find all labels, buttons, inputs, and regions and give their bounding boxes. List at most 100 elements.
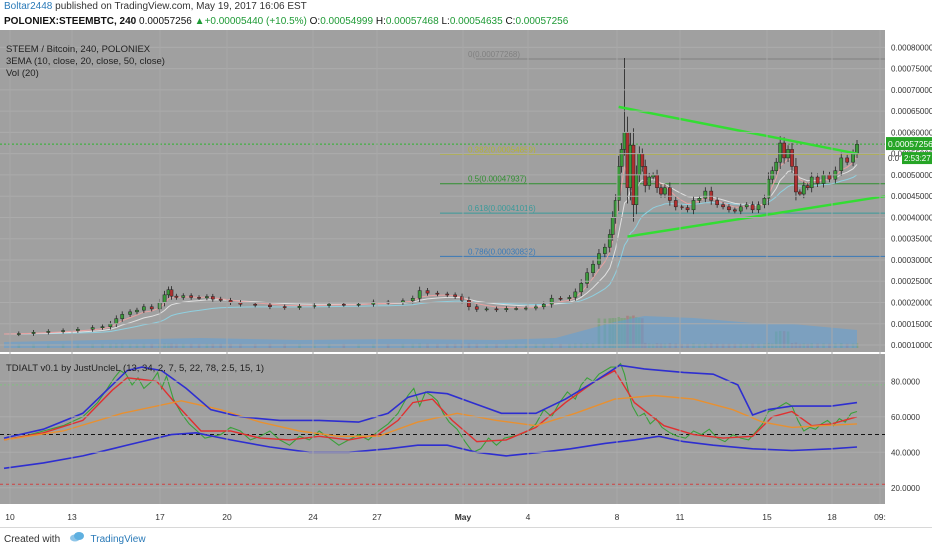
candle-body <box>445 293 450 296</box>
candle-body <box>218 298 223 301</box>
fib-level-label: 0.5(0.00047937) <box>468 175 527 184</box>
candle-body <box>76 329 80 331</box>
candle-body <box>805 185 810 188</box>
candle-body <box>494 308 499 311</box>
time-axis[interactable] <box>0 507 885 527</box>
candle-body <box>169 289 174 297</box>
price-tick-label: 0.00045000 <box>891 192 932 201</box>
time-tick-label: 10 <box>5 512 15 522</box>
candle-body <box>640 153 645 167</box>
candle-body <box>410 297 415 302</box>
chart-canvas[interactable]: 0(0.00077268) 0.382(0.00054859) 0.5(0.0004… <box>0 30 932 527</box>
low-label: L: <box>441 16 450 27</box>
candle-body <box>619 149 624 167</box>
tradingview-brand[interactable]: TradingView <box>90 534 146 546</box>
candle-body <box>851 153 855 163</box>
candle-body <box>655 174 659 188</box>
price-axis[interactable] <box>885 30 932 507</box>
low-value: 0.00054635 <box>449 16 503 27</box>
candle-body <box>61 330 65 332</box>
candle-body <box>778 142 783 163</box>
close-value: 0.00057256 <box>515 16 569 27</box>
candle-body <box>534 306 538 309</box>
time-tick-label: 27 <box>372 512 382 522</box>
fib-level-label: 0.382(0.00054859) <box>468 145 536 154</box>
time-tick-label: 24 <box>308 512 318 522</box>
candle-body <box>205 296 209 299</box>
candle-body <box>597 253 601 265</box>
candle-body <box>774 161 779 171</box>
time-tick-label: 11 <box>676 512 685 522</box>
candle-body <box>181 295 186 298</box>
candle-body <box>114 318 119 325</box>
candle-body <box>591 263 595 273</box>
candle-body <box>673 200 678 208</box>
last-price: 0.00057256 <box>139 16 192 27</box>
candle-body <box>253 303 258 306</box>
indicator-pane[interactable] <box>0 354 885 504</box>
candle-body <box>821 174 826 184</box>
last-price-tag <box>886 137 932 151</box>
tradingview-cloud-icon <box>69 528 85 551</box>
candle-body <box>162 294 167 303</box>
candle-body <box>297 306 302 308</box>
time-tick-label: 13 <box>67 512 77 522</box>
candle-body <box>697 198 702 201</box>
candle-body <box>128 311 132 315</box>
created-label: Created with <box>4 534 61 546</box>
candle-body <box>750 204 755 211</box>
high-value: 0.00057468 <box>385 16 439 27</box>
candle-body <box>31 332 36 334</box>
candle-body <box>100 326 105 328</box>
indicator-series-signal <box>3 369 858 443</box>
candle-body <box>647 176 652 186</box>
candle-body <box>685 207 690 211</box>
price-pane[interactable] <box>0 30 885 352</box>
author-link[interactable]: Boltar2448 <box>4 1 53 12</box>
candle-body <box>549 297 554 305</box>
high-label: H: <box>375 16 386 27</box>
candle-body <box>679 206 684 209</box>
price-tick-label: 0.00060000 <box>891 128 932 137</box>
indicator-series-upper-band <box>3 364 858 439</box>
candle-body <box>268 304 272 308</box>
candle-body <box>715 200 719 205</box>
candle-body <box>798 191 802 195</box>
candle-body <box>579 283 584 293</box>
open-value: 0.00054999 <box>320 16 374 27</box>
price-tick-label: 0.00050000 <box>891 171 932 180</box>
candle-body <box>756 204 761 211</box>
fib-level-label: 0.618(0.00041016) <box>468 204 536 213</box>
legend-vol: Vol (20) <box>6 68 39 79</box>
candle-body <box>558 297 563 300</box>
indicator-tick-label: 60.0000 <box>891 413 920 422</box>
candle-body <box>762 198 767 205</box>
candle-body <box>663 187 667 195</box>
candle-body <box>610 217 615 235</box>
candle-body <box>504 308 509 310</box>
candle-body <box>733 209 737 212</box>
candle-body <box>467 300 471 308</box>
candle-body <box>460 296 464 301</box>
candle-body <box>120 314 125 319</box>
change-value: +0.00005440 (+10.5%) <box>204 16 307 27</box>
candle-body <box>417 290 422 299</box>
candle-body <box>541 303 546 308</box>
up-arrow-icon: ▲ <box>194 16 205 27</box>
fib-level-label: 0.786(0.00030832) <box>468 247 536 256</box>
candle-body <box>341 303 346 306</box>
time-tick-label: 4 <box>526 512 531 522</box>
candle-body <box>356 303 361 306</box>
candle-body <box>524 307 528 310</box>
candle-body <box>659 187 663 195</box>
candle-body <box>794 166 798 193</box>
indicator-series-lower-band <box>3 431 858 470</box>
candle-body <box>727 206 731 211</box>
time-tick-label: 15 <box>762 512 772 522</box>
candle-body <box>174 295 179 298</box>
candle-body <box>703 190 708 199</box>
indicator-tick-label: 80.0000 <box>891 377 920 386</box>
lower-trendline <box>627 194 886 238</box>
candle-body <box>189 295 194 298</box>
countdown-tag-label: 2:53:27 <box>904 154 931 163</box>
